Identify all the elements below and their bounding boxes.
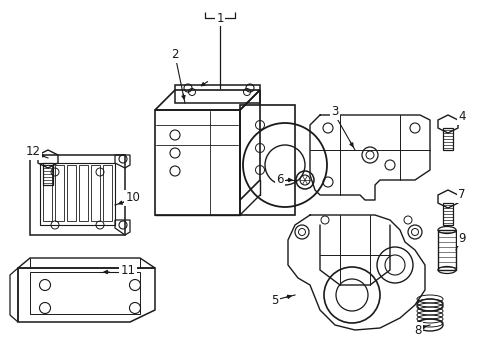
Bar	[30, 272, 140, 314]
Text: 12: 12	[25, 145, 41, 158]
Bar	[240, 105, 294, 215]
Text: 6: 6	[276, 174, 283, 186]
Bar	[442, 203, 452, 225]
Text: 3: 3	[331, 105, 338, 118]
Text: 2: 2	[171, 49, 179, 62]
Text: 11: 11	[120, 264, 135, 276]
Bar	[175, 85, 260, 103]
Bar	[155, 110, 240, 215]
Text: 8: 8	[413, 324, 421, 337]
Bar	[40, 163, 115, 225]
Bar	[91, 165, 100, 221]
Bar	[103, 165, 112, 221]
Bar	[67, 165, 76, 221]
Bar	[79, 165, 88, 221]
Bar	[437, 230, 455, 270]
Bar	[442, 128, 452, 150]
Text: 7: 7	[457, 189, 465, 202]
Text: 1: 1	[216, 12, 224, 24]
Text: 5: 5	[271, 293, 278, 306]
Text: 4: 4	[457, 111, 465, 123]
Bar	[43, 165, 52, 221]
Text: 10: 10	[125, 192, 140, 204]
Text: 9: 9	[457, 231, 465, 244]
Bar	[30, 155, 125, 235]
Bar	[43, 163, 53, 185]
Bar	[55, 165, 64, 221]
